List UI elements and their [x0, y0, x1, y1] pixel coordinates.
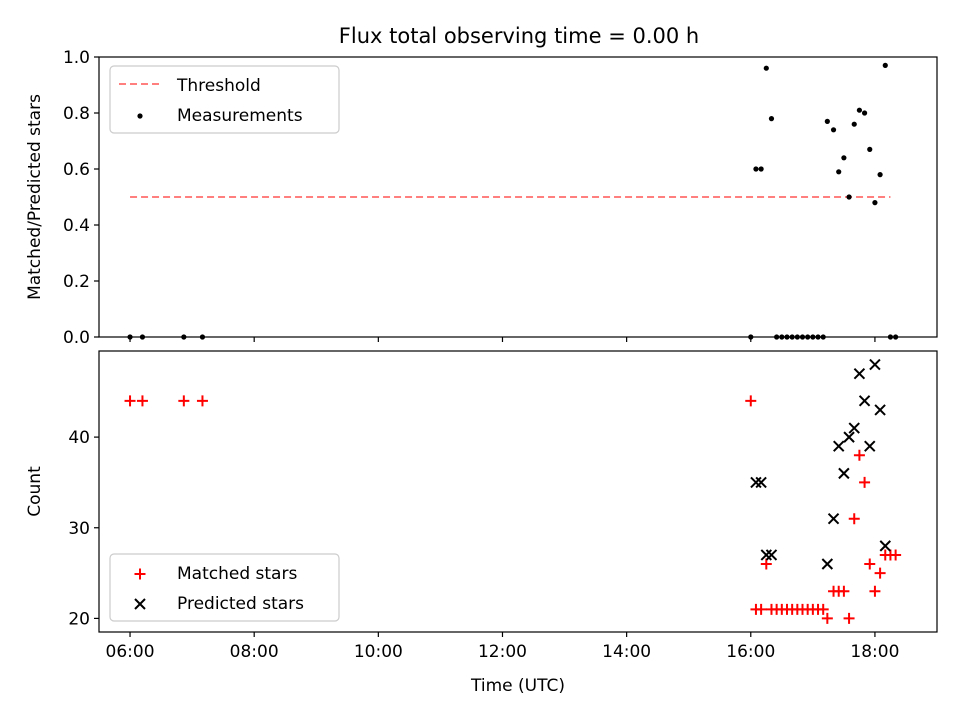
series-measurements: [127, 62, 899, 340]
matched-star-point: [890, 549, 902, 561]
measurement-point: [882, 62, 888, 68]
predicted-star-point: [858, 395, 871, 407]
measurement-point: [851, 121, 857, 127]
legend-handle-predicted: [134, 598, 146, 610]
measurement-point: [861, 110, 868, 116]
matched-star-point: [864, 558, 876, 570]
legend-label: Threshold: [176, 76, 261, 96]
predicted-star-point: [750, 476, 762, 489]
series-matched-stars: [124, 395, 902, 624]
predicted-star-point: [827, 512, 840, 525]
y-tick-label: 1.0: [63, 48, 90, 68]
measurement-point: [841, 155, 847, 161]
measurement-point: [753, 166, 759, 172]
measurement-point: [830, 127, 837, 133]
y-tick-label: 40: [68, 428, 90, 448]
legend: Matched stars Predicted stars: [109, 553, 340, 622]
predicted-star-point: [760, 549, 773, 561]
matched-star-point: [853, 449, 865, 461]
matched-star-point: [843, 612, 855, 624]
chart-title: Flux total observing time = 0.00 h: [339, 24, 699, 48]
y-tick-label: 0.6: [63, 160, 90, 180]
axes-frame: [98, 350, 938, 633]
matched-star-point: [760, 558, 772, 570]
measurement-point: [758, 166, 764, 172]
predicted-star-point: [853, 367, 866, 380]
predicted-star-point: [833, 440, 845, 452]
y-tick-label: 0.0: [63, 328, 90, 348]
legend-handle-matched: [134, 568, 146, 580]
matched-star-point: [821, 612, 833, 624]
matched-star-point: [755, 603, 767, 615]
y-tick-label: 0.4: [63, 216, 90, 236]
axes-frame: [98, 56, 938, 338]
measurement-point: [824, 118, 830, 124]
x-tick-label: 18:00: [850, 642, 899, 662]
legend-label: Measurements: [177, 106, 303, 126]
y-tick-label: 0.2: [63, 272, 90, 292]
legend-box: [109, 65, 340, 134]
matched-star-point: [196, 395, 208, 407]
measurement-point: [763, 65, 769, 71]
y-tick-label: 20: [68, 609, 90, 629]
matched-star-point: [124, 395, 136, 407]
matched-star-point: [848, 513, 860, 525]
matched-star-point: [859, 476, 871, 488]
predicted-star-point: [838, 467, 850, 480]
predicted-star-point: [869, 358, 881, 371]
legend-box: [109, 553, 340, 622]
measurement-point: [877, 172, 883, 178]
matched-star-point: [136, 395, 148, 407]
matched-star-point: [869, 585, 881, 597]
y-tick-label: 30: [68, 519, 90, 539]
predicted-star-point: [755, 476, 767, 489]
matched-star-point: [817, 603, 829, 615]
x-tick-label: 12:00: [478, 642, 527, 662]
x-tick-label: 16:00: [726, 642, 775, 662]
x-tick-label: 14:00: [602, 642, 651, 662]
matched-star-point: [178, 395, 190, 407]
matched-star-point: [745, 395, 757, 407]
bottom-panel-count-plot: 06:00 08:00 10:00 12:00 14:00 16:00 18:00 20 30 4…: [25, 350, 938, 696]
predicted-star-point: [879, 540, 891, 552]
measurement-point: [856, 107, 863, 113]
y-axis-label: Count: [25, 466, 45, 517]
matched-star-point: [838, 585, 850, 597]
x-axis-label: Time (UTC): [470, 676, 565, 696]
measurement-point: [836, 169, 842, 175]
y-axis-label: Matched/Predicted stars: [25, 94, 45, 300]
legend-handle-measurements: [137, 113, 143, 119]
predicted-star-point: [874, 404, 886, 416]
x-tick-label: 06:00: [106, 642, 155, 662]
measurement-point: [768, 116, 775, 122]
predicted-star-point: [821, 558, 834, 570]
y-tick-label: 0.8: [63, 104, 90, 124]
predicted-star-point: [765, 549, 778, 561]
legend-label: Predicted stars: [177, 594, 304, 614]
measurement-point: [846, 194, 852, 200]
measurement-point: [872, 200, 878, 206]
top-panel-ratio-plot: 0.0 0.2 0.4 0.6 0.8 1.0 Matched/Predicted star…: [25, 48, 938, 348]
legend: Threshold Measurements: [109, 65, 340, 134]
predicted-star-point: [864, 440, 876, 452]
x-tick-label: 08:00: [230, 642, 279, 662]
predicted-star-point: [848, 422, 860, 434]
x-tick-label: 10:00: [354, 642, 403, 662]
legend-label: Matched stars: [177, 564, 297, 584]
predicted-star-point: [843, 431, 855, 443]
series-predicted-stars: [750, 358, 891, 570]
measurement-point: [867, 146, 873, 152]
matched-star-point: [874, 567, 886, 579]
